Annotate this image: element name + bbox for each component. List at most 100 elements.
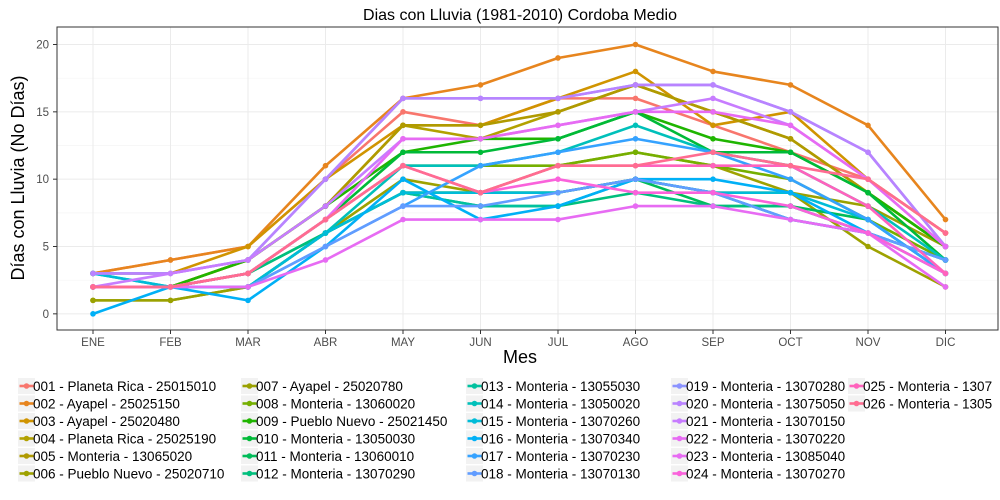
legend-label: 025 - Monteria - 1307	[863, 379, 992, 394]
data-point	[477, 122, 484, 129]
legend-item: 013 - Monteria - 13055030	[466, 378, 640, 394]
legend-item: 005 - Monteria - 13065020	[18, 448, 192, 464]
y-axis-label: Días con Lluvia (No Días)	[8, 75, 28, 280]
legend-item: 015 - Monteria - 13070260	[466, 413, 640, 429]
data-point	[942, 270, 949, 277]
legend-item: 025 - Monteria - 1307	[848, 378, 992, 394]
legend-key-point	[853, 383, 860, 389]
legend-key-point	[471, 435, 478, 442]
data-point	[555, 149, 561, 156]
data-point	[400, 109, 406, 115]
data-point	[245, 297, 251, 304]
legend-item: 026 - Monteria - 1305	[848, 395, 992, 412]
data-point	[477, 95, 484, 102]
legend-key-point	[246, 400, 253, 407]
data-point	[477, 216, 484, 223]
x-tick-label: MAY	[391, 337, 415, 349]
legend-key-point	[23, 470, 30, 477]
data-point	[710, 68, 716, 75]
legend-label: 016 - Monteria - 13070340	[481, 432, 640, 447]
data-point	[400, 176, 406, 182]
data-point	[632, 41, 639, 48]
legend-key-point	[676, 383, 683, 389]
legend-label: 023 - Monteria - 13085040	[686, 449, 845, 464]
y-tick-label: 15	[36, 107, 49, 119]
legend-item: 008 - Monteria - 13060020	[241, 395, 415, 412]
data-point	[322, 243, 329, 250]
data-point	[632, 162, 639, 169]
data-point	[710, 82, 716, 88]
legend-item: 014 - Monteria - 13050020	[466, 395, 640, 412]
data-point	[477, 162, 484, 169]
data-point	[865, 122, 871, 129]
data-point	[400, 189, 406, 196]
y-tick-label: 0	[43, 309, 49, 321]
legend-label: 020 - Monteria - 13075050	[686, 397, 845, 412]
legend-item: 024 - Monteria - 13070270	[671, 465, 845, 482]
data-point	[322, 162, 329, 169]
data-point	[632, 135, 639, 142]
legend-key-point	[471, 418, 478, 424]
legend-item: 023 - Monteria - 13085040	[671, 448, 845, 464]
legend-item: 010 - Monteria - 13050030	[241, 430, 415, 447]
series-026	[90, 149, 949, 290]
data-point	[632, 109, 639, 115]
legend-label: 014 - Monteria - 13050020	[481, 397, 640, 412]
data-point	[632, 68, 639, 75]
legend-label: 024 - Monteria - 13070270	[686, 467, 845, 482]
x-tick-label: JUL	[548, 337, 569, 349]
data-point	[400, 149, 406, 156]
legend-label: 011 - Monteria - 13060010	[256, 449, 414, 464]
data-point	[400, 95, 406, 102]
data-point	[555, 203, 561, 209]
data-point	[710, 122, 716, 129]
x-tick-label: JUN	[469, 337, 491, 349]
legend-key-point	[676, 418, 683, 424]
data-point	[400, 162, 406, 169]
data-point	[865, 216, 871, 223]
data-point	[322, 203, 329, 209]
x-tick-label: SEP	[701, 337, 724, 349]
data-point	[322, 230, 329, 236]
legend-key-point	[23, 418, 30, 424]
data-point	[322, 257, 329, 263]
legend-item: 021 - Monteria - 13070150	[671, 413, 845, 429]
data-point	[322, 216, 329, 223]
data-point	[555, 176, 561, 182]
data-point	[710, 109, 716, 115]
data-point	[787, 189, 794, 196]
legend-key-point	[676, 400, 683, 407]
x-tick-label: MAR	[235, 337, 261, 349]
legend-item: 011 - Monteria - 13060010	[241, 448, 414, 464]
data-point	[787, 82, 794, 88]
legend-label: 022 - Monteria - 13070220	[686, 432, 845, 447]
data-point	[632, 149, 639, 156]
legend-label: 006 - Pueblo Nuevo - 25020710	[33, 467, 224, 482]
legend-key-point	[471, 400, 478, 407]
series-line	[93, 70, 947, 275]
data-point	[942, 257, 949, 263]
data-point	[710, 149, 716, 156]
data-point	[322, 176, 329, 182]
data-point	[477, 135, 484, 142]
data-point	[942, 284, 949, 290]
y-tick-label: 5	[43, 242, 49, 254]
series-line	[93, 177, 947, 302]
data-point	[90, 297, 96, 304]
series-line	[92, 43, 947, 275]
data-point	[865, 189, 871, 196]
x-axis-label: Mes	[503, 347, 537, 367]
data-point	[787, 149, 794, 156]
legend-key-point	[471, 383, 478, 389]
data-point	[400, 216, 406, 223]
data-point	[167, 257, 174, 263]
data-point	[555, 95, 561, 102]
legend-item: 016 - Monteria - 13070340	[466, 430, 640, 447]
data-point	[90, 284, 96, 290]
legend-key-point	[471, 470, 478, 477]
data-point	[167, 270, 174, 277]
legend-key-point	[676, 470, 683, 477]
data-point	[167, 297, 174, 304]
legend-item: 022 - Monteria - 13070220	[671, 430, 845, 447]
series-lines	[90, 41, 949, 317]
